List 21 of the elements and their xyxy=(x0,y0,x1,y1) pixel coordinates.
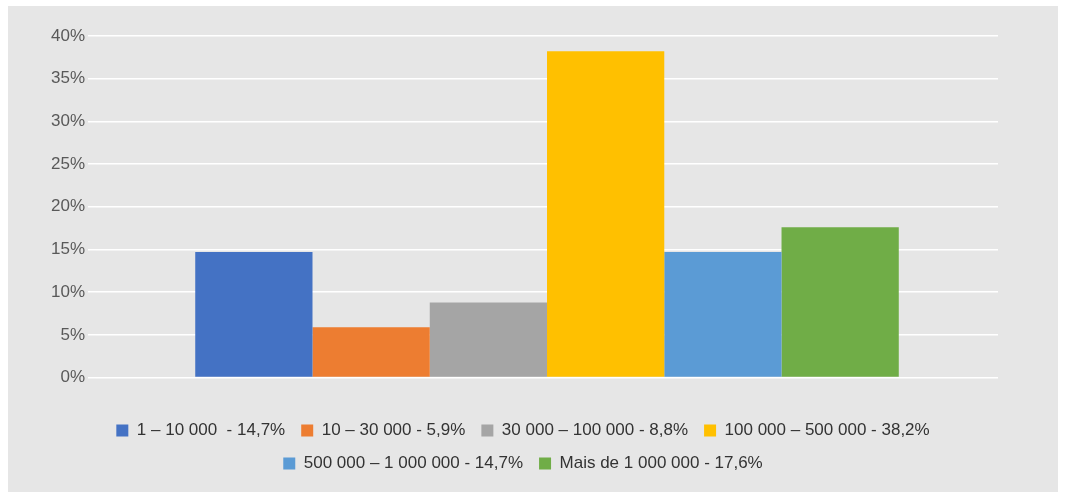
y-tick-label: 40% xyxy=(50,25,86,45)
bar xyxy=(312,327,430,377)
legend-label: 30 000 – 100 000 - 8,8% xyxy=(501,420,689,440)
bar xyxy=(781,227,899,377)
bar xyxy=(547,51,665,377)
bar xyxy=(664,252,782,377)
y-tick-label: 25% xyxy=(50,153,86,173)
y-tick-label: 20% xyxy=(50,196,86,216)
y-tick-label: 5% xyxy=(60,324,86,344)
legend-label: Mais de 1 000 000 - 17,6% xyxy=(559,453,763,473)
bar xyxy=(429,302,548,377)
y-tick-label: 15% xyxy=(50,239,86,259)
legend-label: 10 – 30 000 - 5,9% xyxy=(321,420,466,440)
legend-label: 1 – 10 000 - 14,7% xyxy=(136,420,286,440)
y-tick-label: 10% xyxy=(50,281,86,301)
y-tick-label: 35% xyxy=(50,68,86,88)
legend-label: 500 000 – 1 000 000 - 14,7% xyxy=(303,453,524,473)
bar xyxy=(195,252,313,377)
legend-label: 100 000 – 500 000 - 38,2% xyxy=(724,420,930,440)
y-tick-label: 0% xyxy=(60,367,86,387)
y-tick-label: 30% xyxy=(50,111,86,131)
